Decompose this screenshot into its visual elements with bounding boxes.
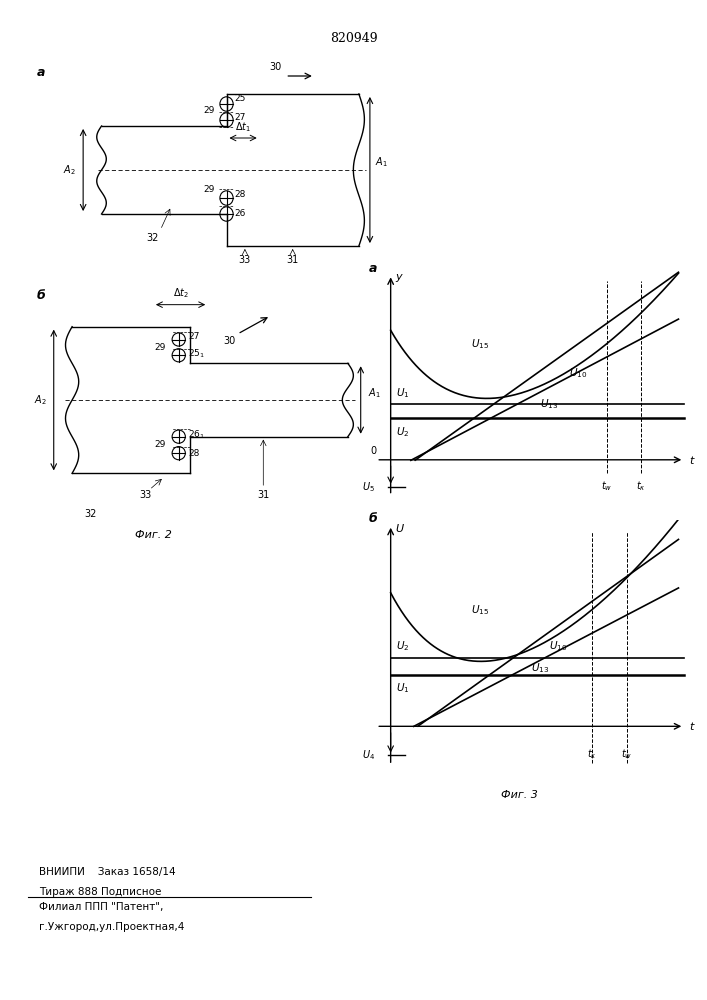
Text: $25_1$: $25_1$ xyxy=(188,348,205,360)
Text: $U_5$: $U_5$ xyxy=(362,480,375,494)
Text: а: а xyxy=(369,262,378,275)
Text: ВНИИПИ    Заказ 1658/14: ВНИИПИ Заказ 1658/14 xyxy=(39,867,175,877)
Text: $U_4$: $U_4$ xyxy=(362,749,375,762)
Text: 30: 30 xyxy=(223,336,235,346)
Text: $t_w$: $t_w$ xyxy=(601,479,612,493)
Text: Филиал ППП "Патент",: Филиал ППП "Патент", xyxy=(39,902,163,912)
Text: 0: 0 xyxy=(370,446,376,456)
Text: 29: 29 xyxy=(155,343,166,352)
Text: г.Ужгород,ул.Проектная,4: г.Ужгород,ул.Проектная,4 xyxy=(39,922,185,932)
Text: 31: 31 xyxy=(257,490,269,500)
Text: 33: 33 xyxy=(239,255,251,265)
Text: 31: 31 xyxy=(286,255,299,265)
Text: 28: 28 xyxy=(235,190,246,199)
Text: $y$: $y$ xyxy=(395,272,404,284)
Text: 33: 33 xyxy=(139,490,152,500)
Text: б: б xyxy=(37,289,46,302)
Text: $A_1$: $A_1$ xyxy=(368,386,381,400)
Text: б: б xyxy=(369,512,378,525)
Text: $A_2$: $A_2$ xyxy=(34,393,47,407)
Text: $U$: $U$ xyxy=(395,522,405,534)
Text: $U_{10}$: $U_{10}$ xyxy=(569,366,588,380)
Text: $U_1$: $U_1$ xyxy=(397,681,410,695)
Text: 29: 29 xyxy=(155,440,166,449)
Text: $t_\kappa$: $t_\kappa$ xyxy=(636,479,646,493)
Text: $A_1$: $A_1$ xyxy=(375,155,388,169)
Text: 29: 29 xyxy=(204,106,215,115)
Text: 29: 29 xyxy=(204,186,215,194)
Text: $U_{15}$: $U_{15}$ xyxy=(472,603,489,617)
Text: $U_{10}$: $U_{10}$ xyxy=(549,639,567,653)
Text: $U_{13}$: $U_{13}$ xyxy=(540,397,559,411)
Text: $U_{13}$: $U_{13}$ xyxy=(531,661,549,675)
Text: 26: 26 xyxy=(235,210,246,219)
Text: $t_\kappa$: $t_\kappa$ xyxy=(588,747,597,761)
Text: $U_1$: $U_1$ xyxy=(397,386,410,400)
Text: $t$: $t$ xyxy=(689,720,695,732)
Text: $t$: $t$ xyxy=(689,454,695,466)
Text: $\Delta t_2$: $\Delta t_2$ xyxy=(173,286,189,300)
Text: 27: 27 xyxy=(235,113,246,122)
Text: 820949: 820949 xyxy=(329,32,378,45)
Text: 28: 28 xyxy=(188,449,199,458)
Text: Фиг. 3: Фиг. 3 xyxy=(501,790,538,800)
Text: $U_{15}$: $U_{15}$ xyxy=(472,337,489,351)
Text: 25: 25 xyxy=(235,94,246,103)
Text: 32: 32 xyxy=(84,509,97,519)
Text: а: а xyxy=(37,66,45,79)
Text: 27: 27 xyxy=(188,332,199,341)
Text: $t_w$: $t_w$ xyxy=(621,747,632,761)
Text: $U_2$: $U_2$ xyxy=(397,640,410,653)
Text: $A_2$: $A_2$ xyxy=(63,163,76,177)
Text: Тираж 888 Подписное: Тираж 888 Подписное xyxy=(39,887,161,897)
Text: $U_2$: $U_2$ xyxy=(397,425,410,439)
Text: 32: 32 xyxy=(147,233,159,243)
Text: $\Delta t_1$: $\Delta t_1$ xyxy=(235,120,251,134)
Text: Фиг. 2: Фиг. 2 xyxy=(134,530,171,540)
Text: 30: 30 xyxy=(269,62,281,72)
Text: $26_1$: $26_1$ xyxy=(188,429,205,441)
